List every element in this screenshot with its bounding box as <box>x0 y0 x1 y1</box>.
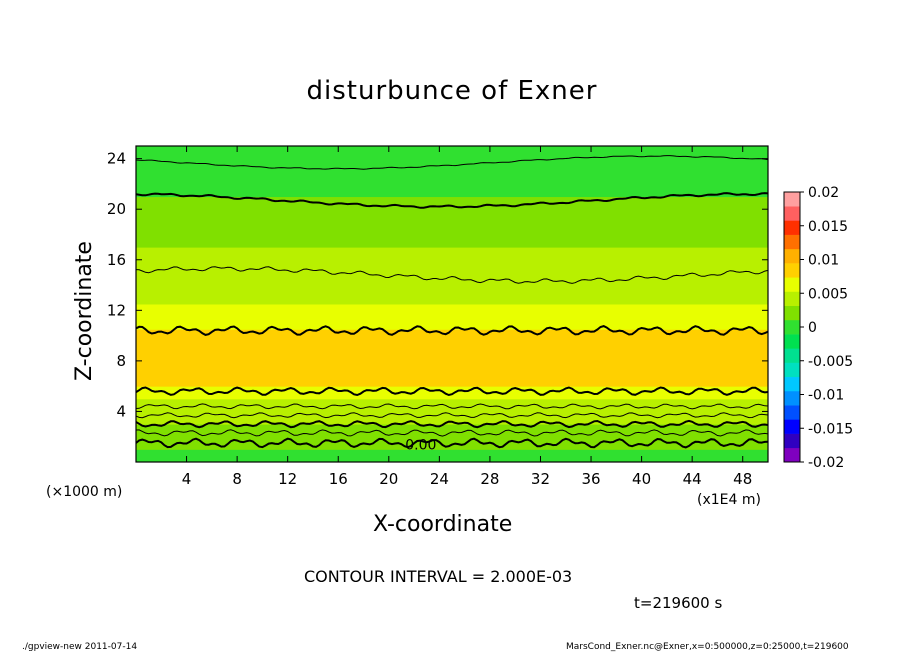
y-tick-label-4: 20 <box>107 200 126 218</box>
heatmap-band-2 <box>136 424 768 438</box>
x-tick-label-10: 44 <box>683 470 702 488</box>
y-tick-label-1: 8 <box>116 352 126 370</box>
colorbar-swatch-18 <box>784 192 800 207</box>
heatmap-band-13 <box>136 196 768 223</box>
colorbar-swatch-0 <box>784 447 800 463</box>
heatmap-band-1 <box>136 436 768 450</box>
colorbar-label-1: 0.015 <box>808 219 848 235</box>
heatmap-band-15 <box>136 146 768 172</box>
y-tick-label-5: 24 <box>107 150 126 168</box>
contour-line-8 <box>136 192 768 209</box>
colorbar-swatch-8 <box>784 334 800 349</box>
colorbar-swatch-3 <box>784 405 800 420</box>
colorbar-swatch-14 <box>784 248 800 264</box>
heatmap-band-10 <box>136 278 768 305</box>
colorbar-label-4: 0 <box>808 320 817 336</box>
heatmap-band-9 <box>136 304 768 330</box>
contour-line-2 <box>136 419 768 429</box>
x-tick-label-11: 48 <box>733 470 752 488</box>
x-tick-label-7: 32 <box>531 470 550 488</box>
heatmap-band-12 <box>136 221 768 248</box>
colorbar-swatch-2 <box>784 419 800 434</box>
contour-line-9 <box>136 155 768 170</box>
y-axis-label: Z-coordinate <box>72 241 97 381</box>
colorbar-label-3: 0.005 <box>808 286 848 302</box>
x-tick-label-3: 16 <box>329 470 348 488</box>
colorbar-label-7: -0.015 <box>808 421 853 437</box>
contour-line-6 <box>136 325 768 336</box>
x-tick-label-5: 24 <box>430 470 449 488</box>
x-axis-scale-note: (x1E4 m) <box>697 492 761 508</box>
contour-line-5 <box>136 386 768 397</box>
x-tick-label-2: 12 <box>278 470 297 488</box>
colorbar-swatch-9 <box>784 319 800 335</box>
colorbar-swatch-17 <box>784 206 800 221</box>
colorbar-swatch-13 <box>784 263 800 278</box>
contour-interval-note: CONTOUR INTERVAL = 2.000E-03 <box>304 567 573 586</box>
x-tick-label-1: 8 <box>232 470 242 488</box>
colorbar-swatch-6 <box>784 362 800 378</box>
x-axis-ticks: 4 8 12 16 20 24 28 32 36 40 44 48 <box>182 146 752 488</box>
heatmap-band-8 <box>136 329 768 349</box>
colorbar-label-8: -0.02 <box>808 455 844 471</box>
heatmap-fill <box>136 146 768 462</box>
footer-program-date: ./gpview-new 2011-07-14 <box>22 642 138 652</box>
y-axis-ticks: 4 8 12 16 20 24 <box>107 150 768 420</box>
heatmap-band-14 <box>136 171 768 198</box>
plot-frame <box>135 145 769 463</box>
y-tick-label-2: 12 <box>107 301 126 319</box>
colorbar-label-5: -0.005 <box>808 354 853 370</box>
colorbar-swatch-5 <box>784 376 800 392</box>
contour-line-1 <box>136 429 768 437</box>
colorbar-swatch-16 <box>784 220 800 235</box>
x-tick-label-9: 40 <box>632 470 651 488</box>
x-tick-label-4: 20 <box>379 470 398 488</box>
x-axis-unit-note: (×1000 m) <box>46 484 123 500</box>
footer-source: MarsCond_Exner.nc@Exner,x=0:500000,z=0:2… <box>566 642 849 652</box>
heatmap-band-6 <box>136 373 768 387</box>
colorbar: 0.02 0.015 0.01 0.005 0 -0.005 -0.01 -0.015 -0.0… <box>783 185 853 471</box>
y-tick-label-3: 16 <box>107 251 126 269</box>
colorbar-label-0: 0.02 <box>808 185 839 201</box>
contour-line-3 <box>136 412 768 419</box>
contour-line-4 <box>136 403 768 410</box>
heatmap-band-7 <box>136 348 768 375</box>
x-axis-label: X-coordinate <box>373 512 513 537</box>
colorbar-label-6: -0.01 <box>808 388 844 404</box>
colorbar-label-2: 0.01 <box>808 253 839 269</box>
contour-lines <box>136 155 768 449</box>
x-tick-label-8: 36 <box>581 470 600 488</box>
colorbar-swatch-7 <box>784 348 800 363</box>
heatmap-band-0 <box>136 449 768 462</box>
contour-line-7 <box>136 266 768 284</box>
contour-value-label: 0.00 <box>405 437 436 453</box>
y-tick-label-0: 4 <box>116 402 126 420</box>
colorbar-swatch-11 <box>784 291 800 306</box>
colorbar-swatch-10 <box>784 305 800 321</box>
colorbar-swatch-4 <box>784 390 800 406</box>
x-tick-label-0: 4 <box>182 470 192 488</box>
colorbar-swatch-12 <box>784 277 800 292</box>
chart-title: disturbunce of Exner <box>306 76 598 106</box>
colorbar-swatch-15 <box>784 234 800 250</box>
heatmap-band-4 <box>136 398 768 412</box>
x-tick-label-6: 28 <box>480 470 499 488</box>
heatmap-band-11 <box>136 247 768 280</box>
colorbar-swatch-1 <box>784 433 800 449</box>
contour-line-0 <box>136 437 768 449</box>
time-stamp: t=219600 s <box>634 594 723 612</box>
